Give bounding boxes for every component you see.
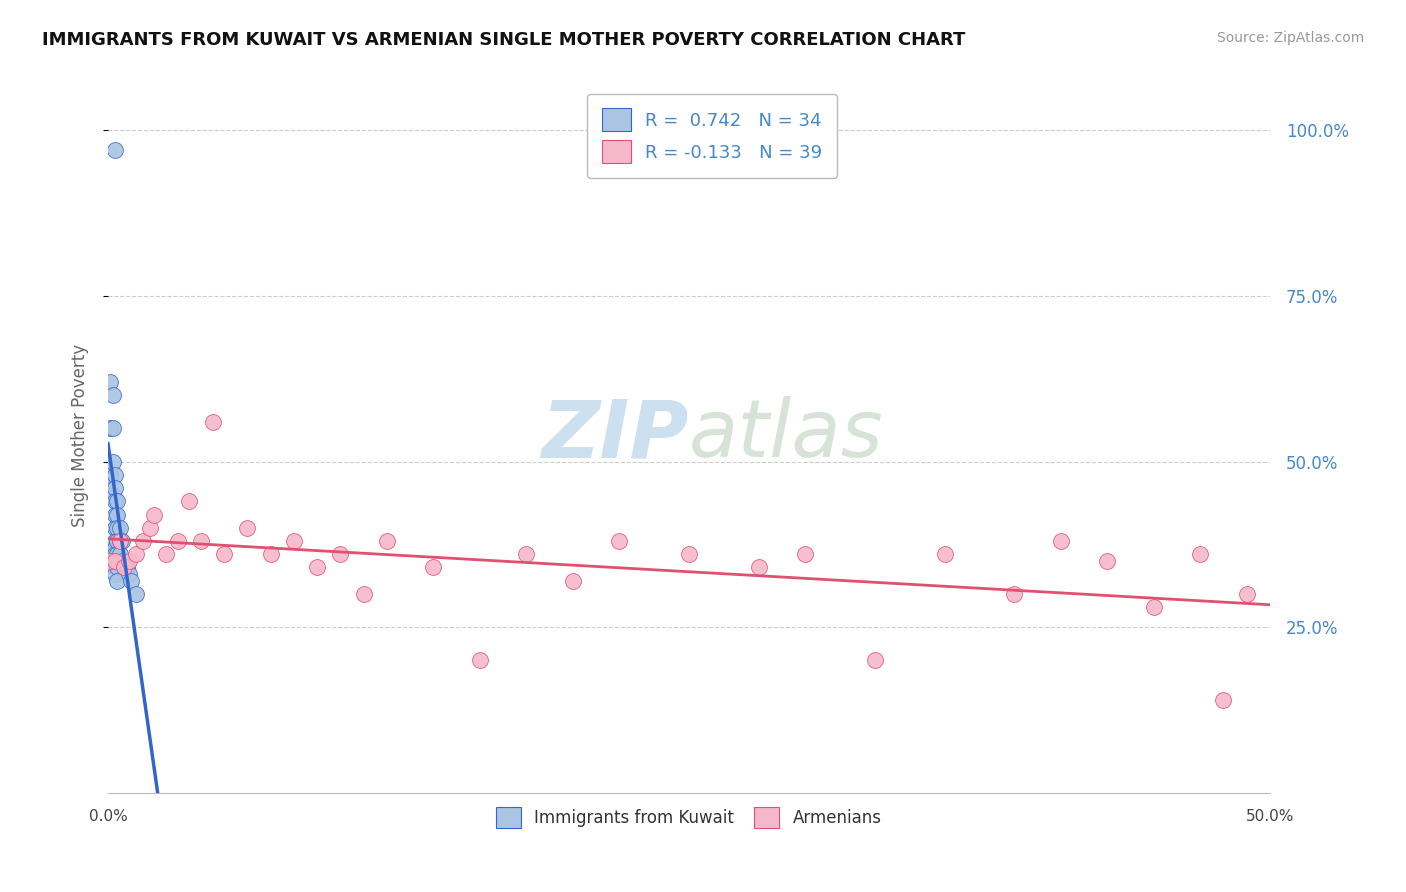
Point xyxy=(104,534,127,549)
Point xyxy=(98,467,121,482)
Point xyxy=(236,521,259,535)
Point xyxy=(561,574,583,588)
Point xyxy=(105,534,128,549)
Point xyxy=(353,587,375,601)
Point xyxy=(104,467,127,482)
Text: Source: ZipAtlas.com: Source: ZipAtlas.com xyxy=(1216,31,1364,45)
Point xyxy=(139,521,162,535)
Point xyxy=(108,534,131,549)
Point xyxy=(112,560,135,574)
Point xyxy=(104,554,127,568)
Text: atlas: atlas xyxy=(689,396,883,474)
Point xyxy=(190,534,212,549)
Point xyxy=(108,547,131,561)
Point xyxy=(468,653,491,667)
Point xyxy=(307,560,329,574)
Point xyxy=(112,560,135,574)
Point xyxy=(1002,587,1025,601)
Point xyxy=(1189,547,1212,561)
Point xyxy=(678,547,700,561)
Point xyxy=(863,653,886,667)
Point xyxy=(1143,600,1166,615)
Point xyxy=(155,547,177,561)
Point xyxy=(166,534,188,549)
Point xyxy=(329,547,352,561)
Point xyxy=(108,534,131,549)
Point xyxy=(104,567,127,582)
Point xyxy=(748,560,770,574)
Point xyxy=(105,547,128,561)
Point xyxy=(118,554,141,568)
Point xyxy=(1095,554,1118,568)
Point xyxy=(607,534,630,549)
Point xyxy=(101,454,124,468)
Point xyxy=(98,375,121,389)
Point xyxy=(101,488,124,502)
Point xyxy=(125,587,148,601)
Point xyxy=(104,481,127,495)
Point xyxy=(105,560,128,574)
Point xyxy=(132,534,155,549)
Legend: Immigrants from Kuwait, Armenians: Immigrants from Kuwait, Armenians xyxy=(489,801,889,834)
Point xyxy=(375,534,398,549)
Point xyxy=(105,521,128,535)
Point xyxy=(125,547,148,561)
Point xyxy=(104,494,127,508)
Point xyxy=(143,508,166,522)
Point xyxy=(104,508,127,522)
Point xyxy=(111,534,134,549)
Y-axis label: Single Mother Poverty: Single Mother Poverty xyxy=(72,343,89,526)
Point xyxy=(101,421,124,435)
Point xyxy=(111,554,134,568)
Point xyxy=(105,494,128,508)
Point xyxy=(120,574,142,588)
Point xyxy=(104,554,127,568)
Point xyxy=(98,554,121,568)
Text: ZIP: ZIP xyxy=(541,396,689,474)
Point xyxy=(515,547,537,561)
Point xyxy=(283,534,305,549)
Point xyxy=(201,415,224,429)
Point xyxy=(1236,587,1258,601)
Point xyxy=(934,547,956,561)
Point xyxy=(422,560,444,574)
Point xyxy=(115,560,138,574)
Text: IMMIGRANTS FROM KUWAIT VS ARMENIAN SINGLE MOTHER POVERTY CORRELATION CHART: IMMIGRANTS FROM KUWAIT VS ARMENIAN SINGL… xyxy=(42,31,966,49)
Point xyxy=(98,421,121,435)
Point xyxy=(101,388,124,402)
Point xyxy=(104,541,127,555)
Point xyxy=(259,547,281,561)
Point xyxy=(1049,534,1071,549)
Point xyxy=(212,547,235,561)
Point xyxy=(104,143,127,157)
Point xyxy=(104,521,127,535)
Point xyxy=(1212,693,1234,707)
Point xyxy=(105,508,128,522)
Point xyxy=(104,547,127,561)
Point xyxy=(794,547,817,561)
Point xyxy=(179,494,201,508)
Point xyxy=(108,521,131,535)
Point xyxy=(105,574,128,588)
Point xyxy=(118,567,141,582)
